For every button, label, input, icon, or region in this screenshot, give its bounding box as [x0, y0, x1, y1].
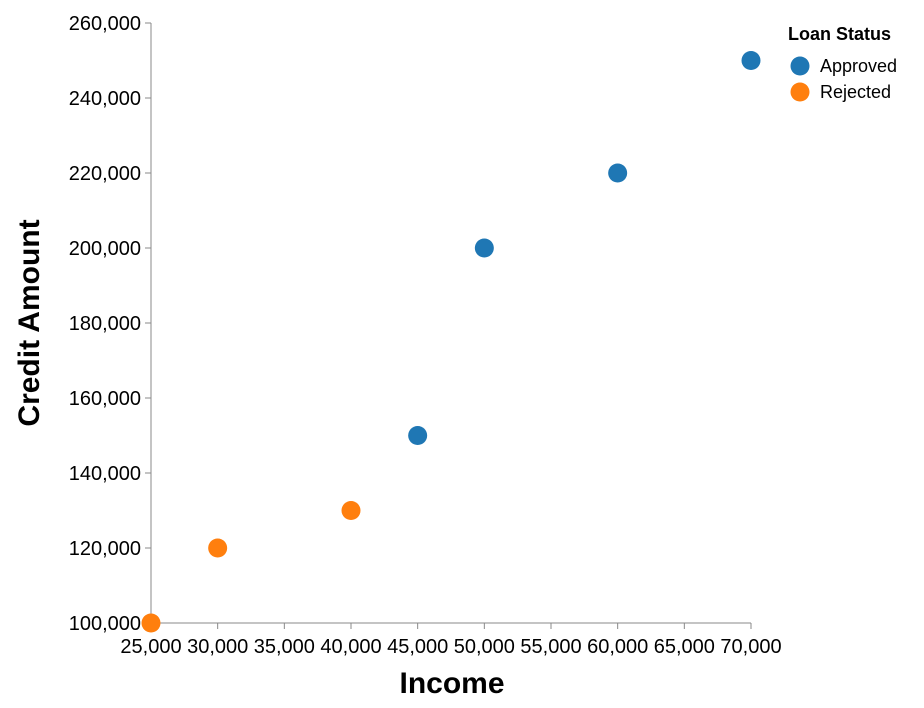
legend: Loan Status Approved Rejected	[788, 24, 897, 102]
legend-label-approved: Approved	[820, 56, 897, 76]
data-point-rejected	[208, 538, 228, 558]
data-point-rejected	[141, 613, 161, 633]
y-tick-label: 220,000	[69, 163, 141, 185]
y-tick-label: 120,000	[69, 538, 141, 560]
y-axis-title: Credit Amount	[13, 219, 46, 426]
y-tick-label: 260,000	[69, 13, 141, 35]
y-tick-label: 200,000	[69, 238, 141, 260]
y-tick-label: 240,000	[69, 88, 141, 110]
y-axis: 100,000 120,000 140,000 160,000 180,000 200,0…	[69, 13, 152, 635]
x-tick-label: 65,000	[654, 636, 715, 658]
legend-label-rejected: Rejected	[820, 82, 891, 102]
data-point-approved	[474, 238, 494, 258]
x-tick-label: 35,000	[254, 636, 315, 658]
x-axis-title: Income	[399, 667, 504, 700]
y-tick-label: 160,000	[69, 388, 141, 410]
legend-swatch-rejected	[790, 82, 810, 102]
x-tick-label: 40,000	[320, 636, 381, 658]
y-tick-label: 180,000	[69, 313, 141, 335]
x-tick-label: 55,000	[520, 636, 581, 658]
y-tick-label: 140,000	[69, 463, 141, 485]
legend-swatch-approved	[790, 56, 810, 76]
data-point-approved	[408, 426, 428, 445]
x-tick-label: 60,000	[587, 636, 648, 658]
data-point-approved	[608, 163, 628, 183]
x-tick-label: 70,000	[720, 636, 781, 658]
x-tick-label: 30,000	[187, 636, 248, 658]
data-point-approved	[741, 51, 761, 70]
x-tick-label: 50,000	[454, 636, 515, 658]
y-tick-label: 100,000	[69, 613, 141, 635]
data-points	[141, 51, 761, 633]
legend-items: Approved Rejected	[790, 56, 897, 102]
data-point-rejected	[341, 501, 361, 520]
x-tick-label: 25,000	[120, 636, 181, 658]
x-tick-label: 45,000	[387, 636, 448, 658]
x-axis: 25,000 30,000 35,000 40,000 45,000 50,000 55,0…	[120, 622, 782, 658]
legend-title: Loan Status	[788, 24, 891, 44]
